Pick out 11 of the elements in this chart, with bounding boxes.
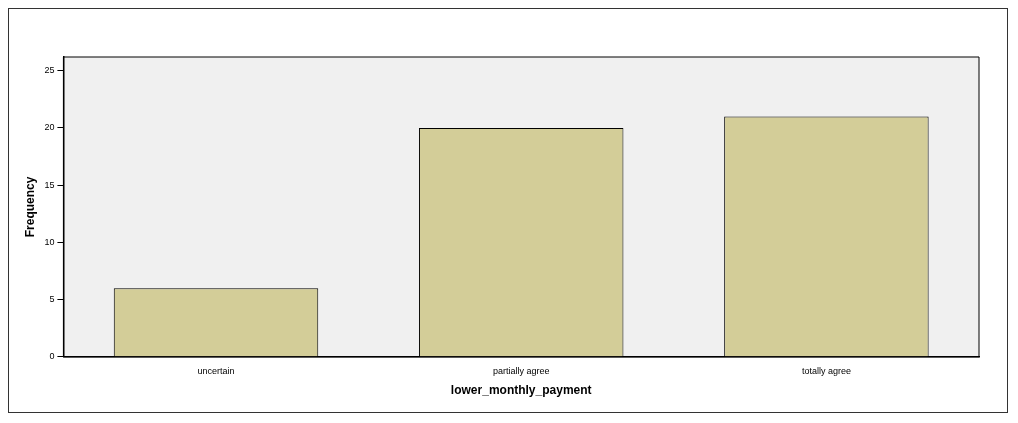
y-tick-label: 20 xyxy=(44,122,55,133)
y-tick-label: 15 xyxy=(44,179,55,190)
y-tick-label: 25 xyxy=(44,65,55,76)
y-axis-title: Frequency xyxy=(22,176,37,238)
x-tick-label: uncertain xyxy=(197,365,235,376)
x-tick-label: totally agree xyxy=(801,365,851,376)
y-tick-label: 0 xyxy=(49,351,55,362)
y-tick-label: 10 xyxy=(44,236,55,247)
x-axis-title: lower_monthly_payment xyxy=(450,383,592,398)
y-tick-label: 5 xyxy=(49,294,55,305)
x-tick-label: partially agree xyxy=(492,365,550,376)
